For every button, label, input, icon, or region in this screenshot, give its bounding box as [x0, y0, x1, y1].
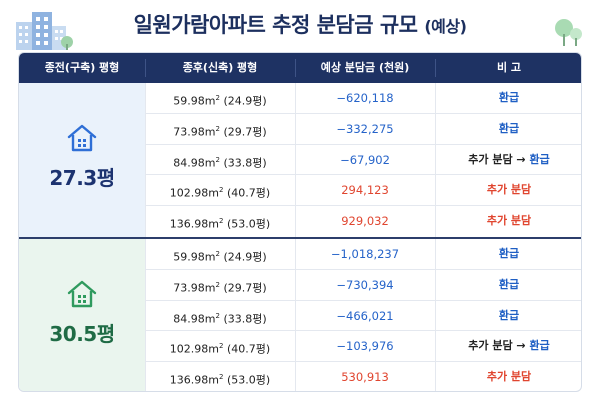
- group-label-cell: 30.5평: [19, 239, 145, 391]
- column-divider: [435, 239, 436, 391]
- contribution-cell: −67,902: [340, 152, 390, 167]
- apartment-buildings-icon: [16, 12, 73, 50]
- column-header-contribution: 예상 분담금 (천원): [320, 61, 410, 74]
- column-divider: [295, 83, 296, 237]
- table-row: 102.98m2 (40.7평) −103,976 추가 분담 → 환급: [145, 331, 581, 363]
- remark-cell: 환급: [498, 247, 520, 260]
- new-size-cell: 59.98m2 (24.9평): [173, 94, 267, 108]
- table-row: 102.98m2 (40.7평) 294,123 추가 분담: [145, 175, 581, 207]
- new-size-cell: 84.98m2 (33.8평): [173, 155, 267, 170]
- contribution-cell: −620,118: [336, 91, 394, 105]
- column-divider: [435, 83, 436, 237]
- column-divider: [295, 239, 296, 391]
- new-size-cell: 102.98m2 (40.7평): [169, 342, 271, 357]
- contribution-cell: 929,032: [341, 214, 389, 229]
- remark-cell: 추가 분담: [486, 214, 532, 228]
- contribution-cell: −103,976: [336, 339, 394, 354]
- title-text: 일원가람아파트 추정 분담금 규모: [133, 13, 418, 37]
- contribution-cell: 294,123: [341, 183, 389, 198]
- group-27-3: 27.3평 59.98m2 (24.9평) −620,118 환급 73.98m…: [19, 83, 581, 237]
- contribution-cell: −332,275: [336, 121, 394, 136]
- page-title: 일원가람아파트 추정 분담금 규모 (예상): [0, 9, 600, 39]
- remark-cell: 추가 분담 → 환급: [468, 339, 550, 353]
- remark-cell: 추가 분담 → 환급: [468, 152, 550, 166]
- new-size-cell: 73.98m2 (29.7평): [173, 280, 267, 295]
- table-row: 136.98m2 (53.0평) 530,913 추가 분담: [145, 362, 581, 391]
- contribution-cell: −730,394: [336, 277, 394, 292]
- contribution-cell: 530,913: [341, 370, 389, 385]
- group-label-cell: 27.3평: [19, 83, 145, 237]
- header-divider: [435, 59, 436, 77]
- table-row: 136.98m2 (53.0평) 929,032 추가 분담: [145, 206, 581, 237]
- new-size-cell: 136.98m2 (53.0평): [169, 373, 271, 387]
- table-row: 73.98m2 (29.7평) −730,394 환급: [145, 270, 581, 301]
- new-size-cell: 84.98m2 (33.8평): [173, 311, 267, 326]
- house-icon: [67, 280, 97, 308]
- group-separator: [19, 237, 581, 239]
- contribution-cell: −466,021: [336, 308, 394, 323]
- header-divider: [145, 59, 146, 77]
- remark-cell: 환급: [498, 277, 520, 291]
- remark-cell: 환급: [498, 308, 520, 322]
- contribution-cell: −1,018,237: [330, 247, 400, 261]
- remark-cell: 환급: [498, 91, 520, 104]
- column-divider: [145, 83, 146, 237]
- column-header-new-size: 종후(신축) 평형: [182, 61, 258, 74]
- table-row: 73.98m2 (29.7평) −332,275 환급: [145, 114, 581, 145]
- new-size-cell: 136.98m2 (53.0평): [169, 217, 271, 231]
- table-row: 59.98m2 (24.9평) −1,018,237 환급: [145, 239, 581, 270]
- contribution-table: 종전(구축) 평형 종후(신축) 평형 예상 분담금 (천원) 비 고 27.3…: [18, 52, 582, 392]
- group-label: 30.5평: [49, 322, 115, 346]
- table-row: 59.98m2 (24.9평) −620,118 환급: [145, 83, 581, 114]
- new-size-cell: 59.98m2 (24.9평): [173, 250, 267, 264]
- trees-icon: [555, 19, 582, 46]
- column-divider: [145, 239, 146, 391]
- header: 일원가람아파트 추정 분담금 규모 (예상): [0, 0, 600, 52]
- new-size-cell: 102.98m2 (40.7평): [169, 186, 271, 201]
- table-row: 84.98m2 (33.8평) −67,902 추가 분담 → 환급: [145, 145, 581, 176]
- remark-cell: 추가 분담: [486, 370, 532, 384]
- column-header-old-size: 종전(구축) 평형: [44, 61, 120, 74]
- group-label: 27.3평: [49, 166, 115, 190]
- remark-cell: 환급: [498, 121, 520, 135]
- new-size-cell: 73.98m2 (29.7평): [173, 124, 267, 139]
- remark-cell: 추가 분담: [486, 183, 532, 197]
- house-icon: [67, 124, 97, 152]
- table-header: 종전(구축) 평형 종후(신축) 평형 예상 분담금 (천원) 비 고: [19, 53, 581, 83]
- column-header-remarks: 비 고: [496, 61, 522, 74]
- header-divider: [295, 59, 296, 77]
- table-row: 84.98m2 (33.8평) −466,021 환급: [145, 301, 581, 332]
- title-note: (예상): [424, 17, 467, 36]
- group-30-5: 30.5평 59.98m2 (24.9평) −1,018,237 환급 73.9…: [19, 239, 581, 391]
